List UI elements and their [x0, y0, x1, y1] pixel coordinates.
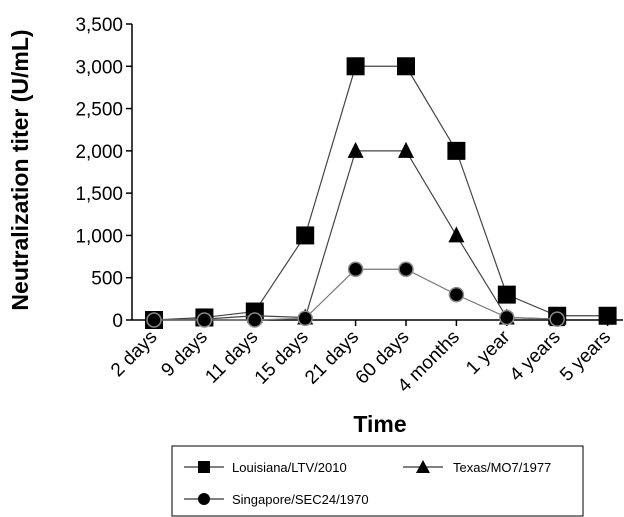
x-tick-label: 21 days: [301, 327, 363, 389]
data-point-square: [447, 141, 466, 160]
legend-box: [171, 445, 584, 517]
data-point-circle: [196, 312, 213, 328]
data-point-circle: [499, 309, 515, 326]
y-tick-label: 1,500: [75, 184, 123, 205]
x-tick-label: 4 years: [506, 327, 565, 386]
y-tick-label: 3,000: [75, 57, 123, 78]
axes: [131, 24, 623, 321]
data-point-circle: [448, 286, 465, 303]
data-point-circle: [146, 312, 162, 328]
data-point-triangle: [448, 226, 465, 243]
y-ticks: 0 500 1,000 1,500 2,000 2,500 3,000 3,500: [75, 15, 132, 332]
data-point-square: [397, 57, 415, 76]
x-tick-label: 15 days: [251, 327, 313, 389]
series-group: [145, 57, 617, 329]
legend-label-singapore: Singapore/SEC24/1970: [232, 492, 369, 507]
y-tick-label: 3,500: [75, 15, 123, 36]
data-point-square: [346, 57, 365, 76]
legend: Louisiana/LTV/2010 Texas/MO7/1977 Singap…: [171, 445, 584, 517]
series-circle: [146, 261, 565, 328]
x-tick-label: 5 years: [556, 327, 615, 386]
y-tick-label: 500: [91, 269, 123, 290]
y-tick-label: 0: [112, 311, 123, 332]
legend-marker-triangle: [416, 460, 430, 473]
data-point-circle: [247, 312, 263, 328]
data-point-square: [296, 226, 315, 245]
data-point-circle: [398, 261, 414, 278]
data-point-square: [497, 285, 516, 304]
data-point-triangle: [347, 141, 364, 158]
series-line: [153, 65, 608, 321]
y-tick-label: 2,500: [75, 100, 123, 121]
legend-label-texas: Texas/MO7/1977: [453, 460, 551, 475]
series-line: [153, 150, 558, 321]
y-tick-label: 2,000: [75, 142, 123, 163]
y-tick-label: 1,000: [75, 226, 123, 247]
y-axis-title: Neutralization titer (U/mL): [7, 29, 33, 310]
x-tick-label: 2 days: [107, 327, 161, 381]
x-tick-label: 11 days: [201, 327, 262, 388]
legend-label-louisiana: Louisiana/LTV/2010: [232, 460, 347, 475]
data-point-circle: [347, 261, 364, 278]
series-square: [145, 57, 617, 329]
data-point-circle: [297, 310, 313, 327]
x-axis-title: Time: [353, 411, 406, 437]
legend-marker-square: [198, 461, 210, 473]
data-point-square: [598, 306, 617, 325]
legend-marker-circle: [198, 493, 210, 505]
data-point-triangle: [398, 141, 414, 158]
data-point-circle: [549, 311, 565, 327]
